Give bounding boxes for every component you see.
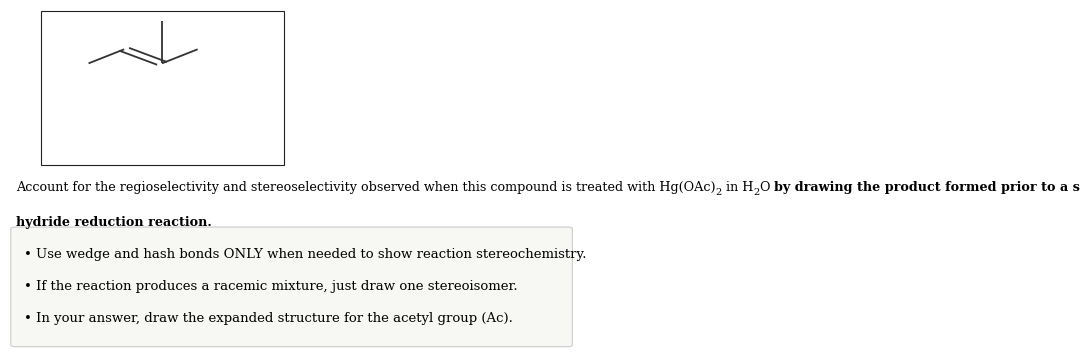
- Text: In your answer, draw the expanded structure for the acetyl group (Ac).: In your answer, draw the expanded struct…: [36, 312, 513, 325]
- Text: hydride reduction reaction.: hydride reduction reaction.: [16, 216, 212, 230]
- Text: Account for the regioselectivity and stereoselectivity observed when this compou: Account for the regioselectivity and ste…: [16, 181, 716, 194]
- Text: O: O: [759, 181, 774, 194]
- Bar: [41, 11, 284, 165]
- Text: in H: in H: [723, 181, 754, 194]
- Text: •: •: [24, 280, 31, 293]
- Text: If the reaction produces a racemic mixture, just draw one stereoisomer.: If the reaction produces a racemic mixtu…: [36, 280, 517, 293]
- Text: 2: 2: [716, 188, 723, 197]
- Text: by drawing the product formed prior to a subsequent: by drawing the product formed prior to a…: [774, 181, 1080, 194]
- FancyBboxPatch shape: [11, 227, 572, 347]
- Text: •: •: [24, 312, 31, 325]
- Text: 2: 2: [754, 188, 759, 197]
- Text: •: •: [24, 248, 31, 261]
- Text: Use wedge and hash bonds ONLY when needed to show reaction stereochemistry.: Use wedge and hash bonds ONLY when neede…: [36, 248, 586, 261]
